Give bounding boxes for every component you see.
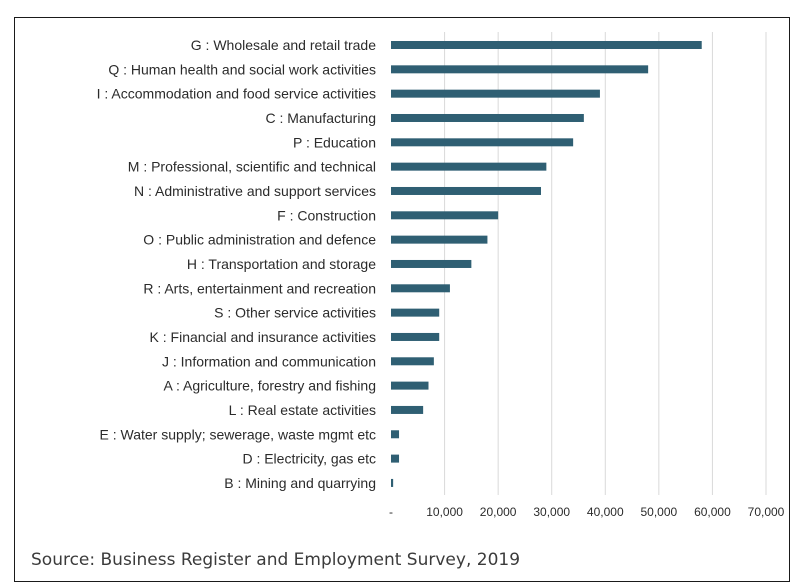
x-tick-label: 30,000: [533, 505, 570, 519]
bar: [391, 211, 499, 220]
category-label: R : Arts, entertainment and recreation: [143, 280, 376, 296]
chart-frame: [14, 17, 790, 582]
bar: [391, 138, 574, 147]
x-tick-label: 70,000: [748, 505, 785, 519]
bar: [391, 284, 450, 293]
category-label: J : Information and communication: [162, 353, 376, 369]
bar: [391, 89, 600, 98]
category-label: K : Financial and insurance activities: [150, 329, 376, 345]
category-label: E : Water supply; sewerage, waste mgmt e…: [100, 426, 376, 442]
bar: [391, 235, 488, 244]
bar: [391, 308, 440, 317]
bar: [391, 41, 702, 49]
bar: [391, 478, 394, 487]
x-tick-label: 10,000: [426, 505, 463, 519]
category-label: D : Electricity, gas etc: [242, 451, 376, 467]
x-tick-label: -: [389, 505, 393, 519]
bar: [391, 381, 429, 390]
category-label: I : Accommodation and food service activ…: [97, 86, 376, 102]
x-tick-label: 40,000: [587, 505, 624, 519]
category-label: N : Administrative and support services: [134, 183, 376, 199]
category-label: L : Real estate activities: [229, 402, 376, 418]
bar: [391, 162, 547, 171]
bar: [391, 357, 434, 366]
x-tick-label: 60,000: [694, 505, 731, 519]
bar: [391, 454, 400, 463]
category-label: B : Mining and quarrying: [224, 475, 376, 491]
bar: [391, 405, 424, 414]
category-label: S : Other service activities: [214, 305, 376, 321]
bar: [391, 65, 649, 74]
category-label: Q : Human health and social work activit…: [108, 61, 376, 77]
bar: [391, 332, 440, 341]
source-note: Source: Business Register and Employment…: [31, 550, 521, 570]
category-label: G : Wholesale and retail trade: [191, 37, 376, 53]
category-label: A : Agriculture, forestry and fishing: [164, 378, 376, 394]
category-label: F : Construction: [277, 207, 376, 223]
bar: [391, 113, 584, 122]
bar: [391, 430, 400, 439]
category-label: P : Education: [293, 134, 376, 150]
bar: [391, 259, 472, 268]
category-label: O : Public administration and defence: [143, 232, 376, 248]
x-tick-label: 20,000: [480, 505, 517, 519]
bar: [391, 186, 541, 195]
x-tick-label: 50,000: [641, 505, 678, 519]
category-label: H : Transportation and storage: [187, 256, 376, 272]
category-label: M : Professional, scientific and technic…: [128, 159, 376, 175]
category-label: C : Manufacturing: [266, 110, 377, 126]
